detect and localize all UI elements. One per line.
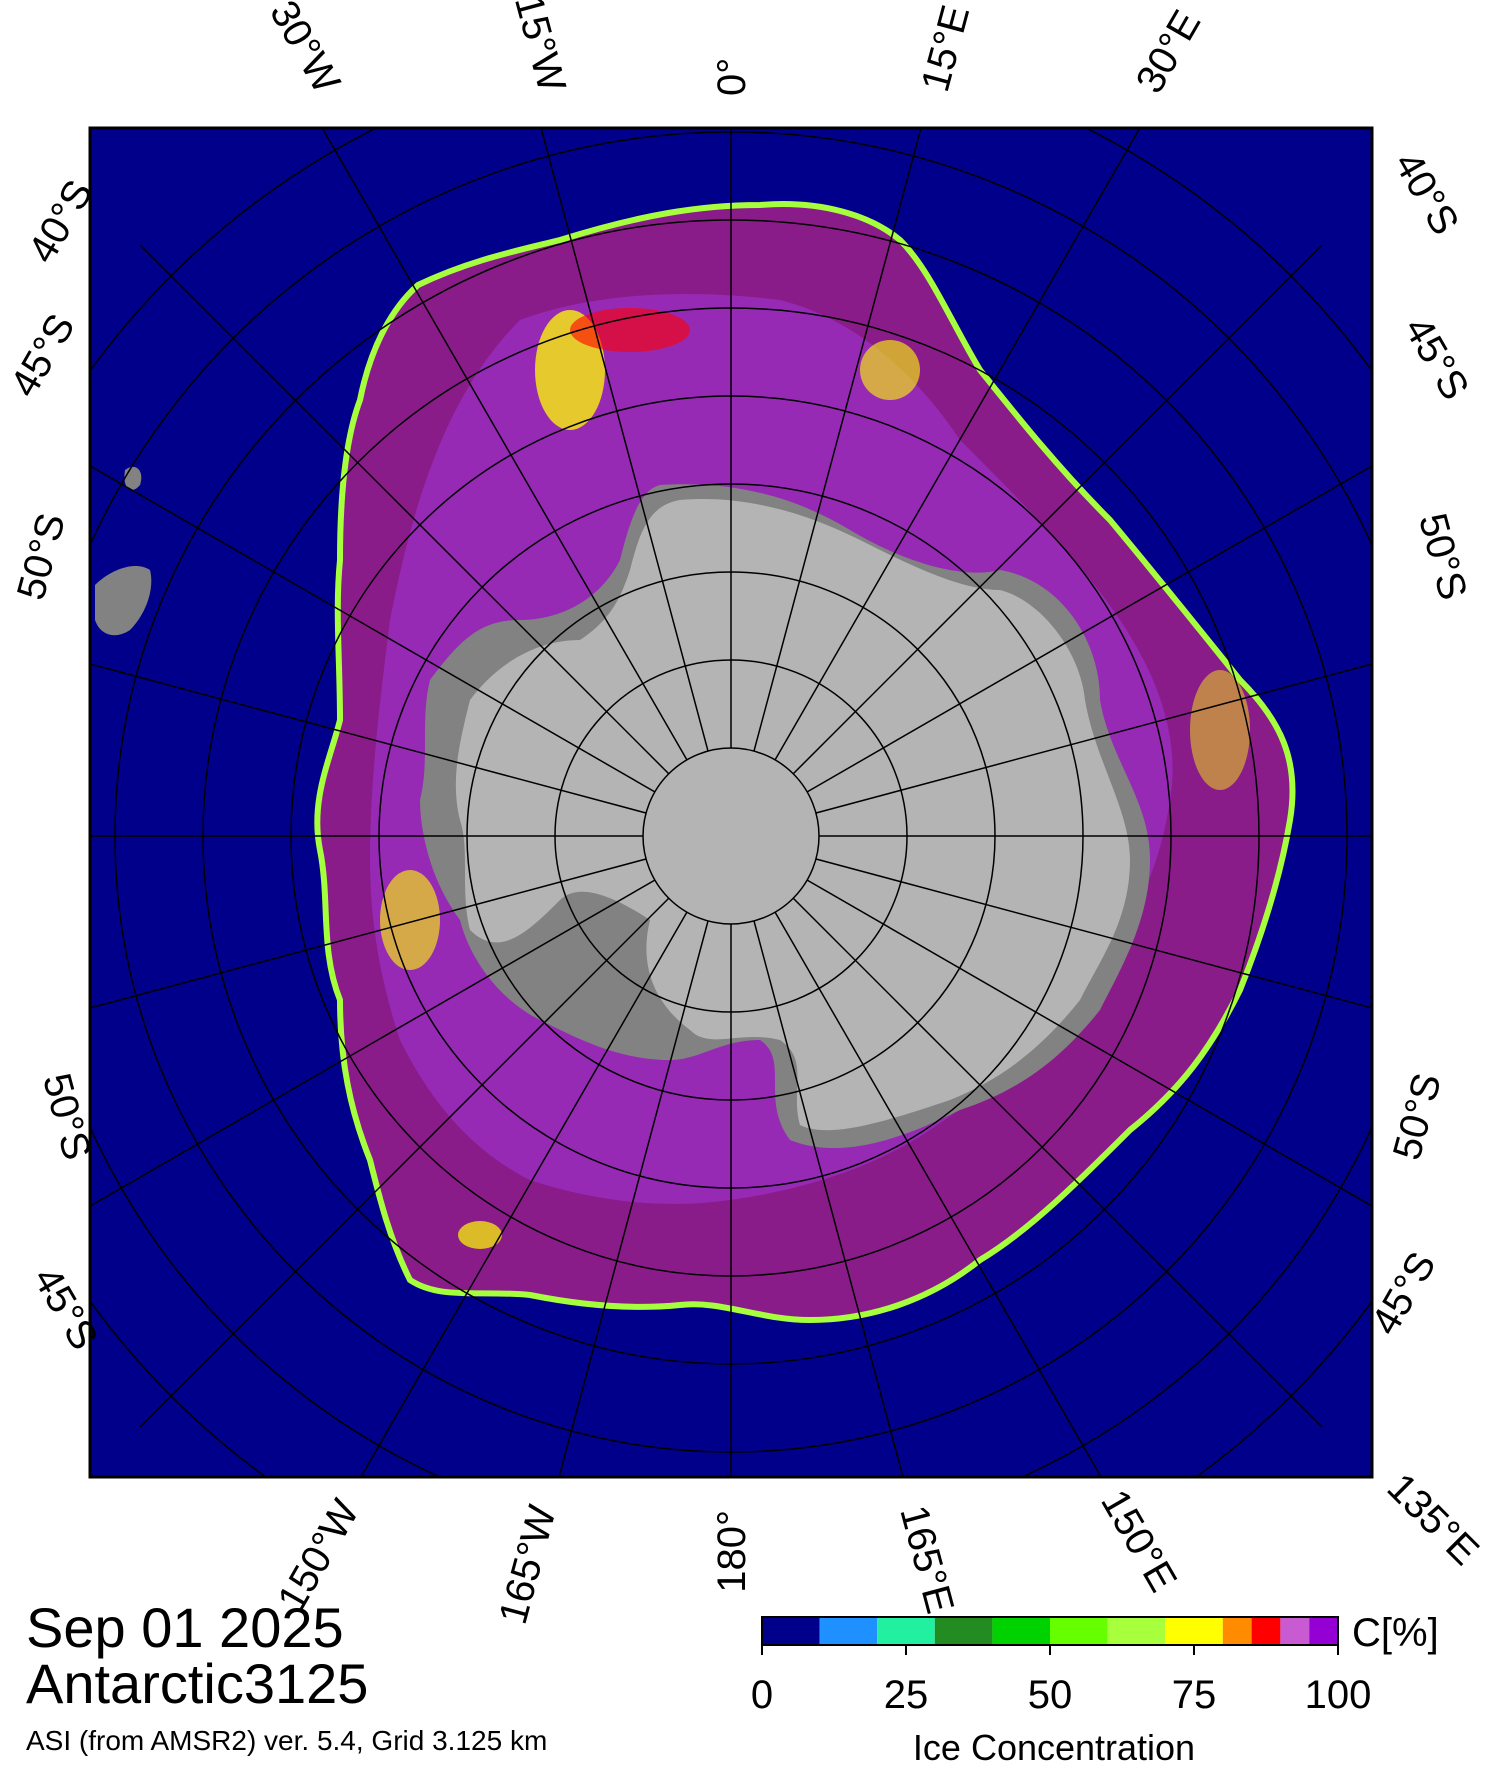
antarctic-continent bbox=[455, 499, 1130, 1131]
colorbar-bin bbox=[934, 1617, 993, 1645]
lat-label-left: 45°S bbox=[2, 307, 84, 404]
ice-patch bbox=[860, 340, 920, 400]
lon-label-bottom: 165°W bbox=[491, 1501, 565, 1629]
colorbar-title: Ice Concentration bbox=[912, 1727, 1196, 1768]
ice-patch bbox=[380, 870, 440, 970]
lat-label-right: 45°S bbox=[1363, 1245, 1445, 1342]
colorbar-ticks bbox=[761, 1645, 1339, 1655]
lon-label-bottom: 135°E bbox=[1379, 1465, 1487, 1573]
colorbar-bin bbox=[1107, 1617, 1166, 1645]
colorbar-bin bbox=[1050, 1617, 1108, 1645]
colorbar-tick-label: 25 bbox=[883, 1673, 929, 1717]
map-date: Sep 01 2025 bbox=[26, 1596, 344, 1659]
ice-patch bbox=[570, 308, 690, 352]
source-note: ASI (from AMSR2) ver. 5.4, Grid 3.125 km bbox=[26, 1725, 548, 1756]
lat-label-right: 50°S bbox=[1410, 509, 1475, 605]
colorbar-tick-label: 0 bbox=[750, 1673, 774, 1717]
lon-label-top: 30°W bbox=[261, 0, 348, 101]
ice-patch bbox=[458, 1221, 502, 1249]
island bbox=[95, 565, 152, 636]
colorbar-bin bbox=[762, 1617, 820, 1645]
colorbar-unit: C[%] bbox=[1352, 1611, 1439, 1655]
lon-label-top: 30°E bbox=[1128, 3, 1210, 100]
product-name: Antarctic3125 bbox=[26, 1652, 369, 1715]
map-frame bbox=[88, 126, 1374, 1479]
colorbar-tick-label: 75 bbox=[1171, 1673, 1217, 1717]
colorbar-bin bbox=[1165, 1617, 1223, 1645]
colorbar-tick-label: 50 bbox=[1027, 1673, 1073, 1717]
colorbar-bin bbox=[819, 1617, 878, 1645]
lat-label-left: 50°S bbox=[9, 509, 74, 605]
lat-label-right: 50°S bbox=[1385, 1069, 1450, 1165]
colorbar-bin bbox=[1280, 1617, 1310, 1645]
lon-label-bottom: 150°E bbox=[1092, 1483, 1185, 1600]
lon-label-top: 15°E bbox=[913, 1, 978, 97]
colorbar bbox=[762, 1617, 1338, 1645]
lon-label-bottom: 180° bbox=[710, 1510, 754, 1593]
colorbar-bin bbox=[992, 1617, 1050, 1645]
lon-label-top: 0° bbox=[710, 58, 754, 96]
ice-patch bbox=[1190, 670, 1250, 790]
colorbar-tick-label: 100 bbox=[1304, 1673, 1372, 1717]
colorbar-bin bbox=[1251, 1617, 1281, 1645]
colorbar-bin bbox=[877, 1617, 935, 1645]
lon-label-bottom: 165°E bbox=[891, 1501, 962, 1618]
colorbar-bin bbox=[1309, 1617, 1338, 1645]
lat-label-right: 40°S bbox=[1385, 145, 1467, 242]
lat-label-right: 45°S bbox=[1395, 310, 1477, 407]
colorbar-bin bbox=[1222, 1617, 1252, 1645]
lon-label-top: 15°W bbox=[506, 0, 574, 97]
